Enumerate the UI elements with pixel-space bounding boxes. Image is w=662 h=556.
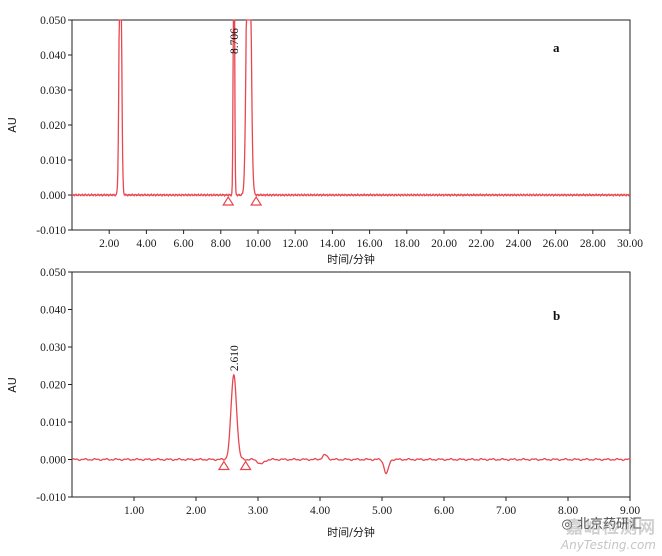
watermark-main: 嘉峪检测网: [566, 518, 656, 538]
x-tick-label: 12.00: [282, 238, 308, 250]
y-tick-label: 0.020: [40, 120, 66, 132]
baseline-markers-b: [217, 460, 252, 471]
y-tick-label: 0.010: [40, 155, 66, 167]
x-tick-label: 8.00: [211, 238, 231, 250]
x-tick-label: 3.00: [248, 505, 268, 517]
y-axis-label-b: AU: [6, 377, 19, 393]
x-tick-label: 18.00: [394, 238, 420, 250]
x-tick-label: 14.00: [319, 238, 345, 250]
x-tick-label: 24.00: [505, 238, 531, 250]
wechat-icon: ◎: [561, 517, 573, 532]
y-axis-label-a: AU: [6, 117, 19, 133]
x-axis-label-b: 时间/分钟: [327, 525, 375, 539]
baseline-markers-a: [222, 195, 263, 206]
panel-b: 0.050 0.040 0.030 0.020 0.010 0.000 -0.010 1.0…: [6, 267, 640, 539]
trace-b: [71, 373, 631, 475]
panel-letter-b: b: [553, 308, 560, 323]
peak-label-a: 8.706: [229, 28, 241, 54]
x-tick-label: 22.00: [468, 238, 494, 250]
baseline-marker: [222, 195, 235, 206]
y-tick-label: 0.040: [40, 305, 66, 317]
x-tick-label: 20.00: [431, 238, 457, 250]
site-watermark: 嘉峪检测网 AnyTesting.com: [561, 513, 656, 552]
panel-letter-a: a: [553, 40, 560, 55]
x-tick-label: 28.00: [580, 238, 606, 250]
x-axis-a: 2.00 4.00 6.00 8.00 10.00 12.00 14.00 16.00 18.0…: [99, 230, 643, 250]
brand-watermark: ◎ 北京药研汇: [562, 513, 643, 532]
x-tick-label: 5.00: [372, 505, 392, 517]
y-tick-label: -0.010: [36, 492, 66, 504]
y-tick-label: 0.000: [40, 455, 66, 467]
x-axis-label-a: 时间/分钟: [327, 252, 375, 266]
y-tick-label: 0.050: [40, 15, 66, 27]
x-tick-label: 30.00: [617, 238, 643, 250]
x-tick-label: 1.00: [124, 505, 144, 517]
x-tick-label: 4.00: [310, 505, 330, 517]
y-tick-label: 0.040: [40, 50, 66, 62]
x-tick-label: 26.00: [543, 238, 569, 250]
x-tick-label: 8.00: [558, 505, 578, 517]
y-tick-label: 0.000: [40, 190, 66, 202]
plot-frame-b: [71, 271, 631, 498]
x-tick-label: 7.00: [496, 505, 516, 517]
x-axis-b: 1.00 2.00 3.00 4.00 5.00 6.00 7.00 8.00 9.00: [124, 497, 640, 517]
y-tick-label: 0.030: [40, 342, 66, 354]
y-axis-a: 0.050 0.040 0.030 0.020 0.010 0.000 -0.010: [36, 15, 72, 237]
x-tick-label: 9.00: [620, 505, 640, 517]
y-axis-b: 0.050 0.040 0.030 0.020 0.010 0.000 -0.010: [36, 267, 72, 504]
x-tick-label: 16.00: [357, 238, 383, 250]
plot-frame-a: [71, 19, 631, 231]
y-tick-label: 0.050: [40, 267, 66, 279]
y-tick-label: 0.010: [40, 417, 66, 429]
baseline-marker: [217, 460, 230, 471]
x-tick-label: 2.00: [186, 505, 206, 517]
x-tick-label: 6.00: [434, 505, 454, 517]
x-tick-label: 4.00: [136, 238, 156, 250]
y-tick-label: -0.010: [36, 225, 66, 237]
x-tick-label: 10.00: [245, 238, 271, 250]
watermark-sub: AnyTesting.com: [560, 538, 656, 552]
baseline-marker: [250, 195, 263, 206]
y-tick-label: 0.030: [40, 85, 66, 97]
trace-a: [71, 19, 631, 198]
baseline-marker: [239, 460, 252, 471]
brand-text: 北京药研汇: [576, 517, 642, 532]
x-tick-label: 2.00: [99, 238, 119, 250]
y-tick-label: 0.020: [40, 380, 66, 392]
peak-label-b: 2.610: [229, 345, 241, 371]
x-tick-label: 6.00: [174, 238, 194, 250]
panel-a: 0.050 0.040 0.030 0.020 0.010 0.000 -0.010 2.0…: [6, 15, 643, 266]
